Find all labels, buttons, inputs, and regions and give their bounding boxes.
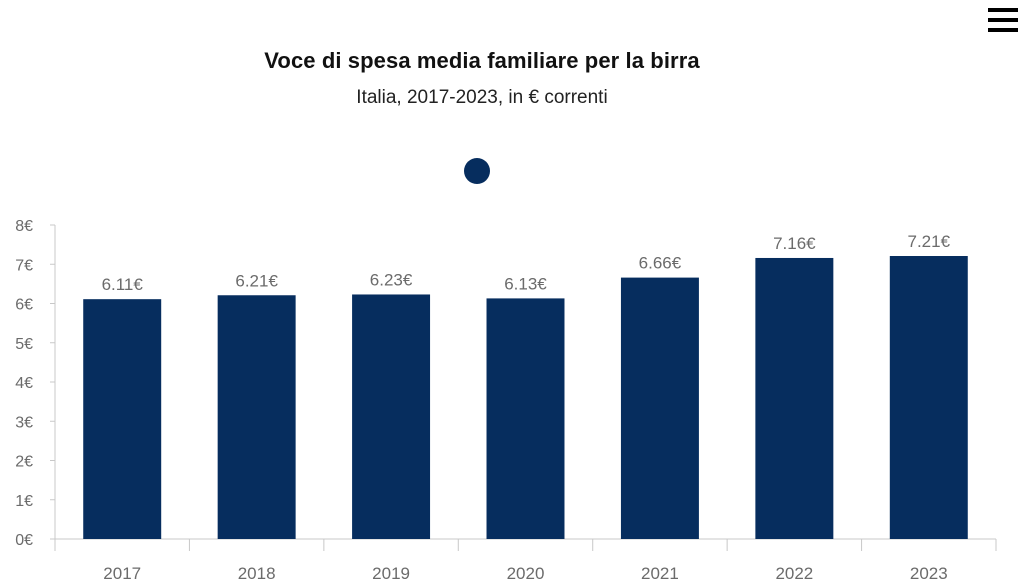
bar[interactable]: [486, 298, 565, 539]
x-tick-label: 2018: [238, 564, 276, 583]
bar-value-label: 6.11€: [102, 275, 144, 294]
x-tick-label: 2019: [372, 564, 410, 583]
y-tick-label: 4€: [15, 375, 33, 392]
bar[interactable]: [352, 294, 431, 539]
y-tick-label: 3€: [15, 414, 33, 431]
chart-subtitle: Italia, 2017-2023, in € correnti: [356, 87, 608, 108]
bar[interactable]: [620, 277, 699, 539]
bar[interactable]: [83, 299, 162, 539]
bar-value-label: 7.16€: [773, 234, 816, 253]
x-tick-label: 2021: [641, 564, 679, 583]
y-tick-label: 2€: [15, 454, 33, 471]
bar-value-label: 6.21€: [235, 271, 278, 290]
y-tick-label: 5€: [15, 336, 33, 353]
bar-value-label: 6.13€: [504, 274, 547, 293]
x-tick-label: 2020: [507, 564, 545, 583]
x-tick-label: 2022: [775, 564, 813, 583]
y-tick-label: 0€: [15, 532, 33, 549]
y-tick-label: 6€: [15, 297, 33, 314]
menu-icon-bar: [988, 18, 1018, 22]
bar[interactable]: [217, 295, 296, 539]
x-tick-label: 2017: [103, 564, 141, 583]
legend-series-marker[interactable]: [464, 158, 490, 184]
chart-title: Voce di spesa media familiare per la bir…: [264, 48, 700, 73]
menu-icon-bar: [988, 28, 1018, 32]
y-tick-label: 1€: [15, 493, 33, 510]
y-tick-label: 8€: [15, 218, 33, 235]
bar[interactable]: [889, 256, 968, 539]
x-tick-label: 2023: [910, 564, 948, 583]
hamburger-menu-icon[interactable]: [988, 8, 1020, 34]
bar-value-label: 6.23€: [370, 270, 413, 289]
y-tick-label: 7€: [15, 257, 33, 274]
bar[interactable]: [755, 257, 834, 539]
menu-icon-bar: [988, 8, 1018, 12]
bar-value-label: 6.66€: [639, 254, 682, 273]
bar-value-label: 7.21€: [908, 232, 951, 251]
